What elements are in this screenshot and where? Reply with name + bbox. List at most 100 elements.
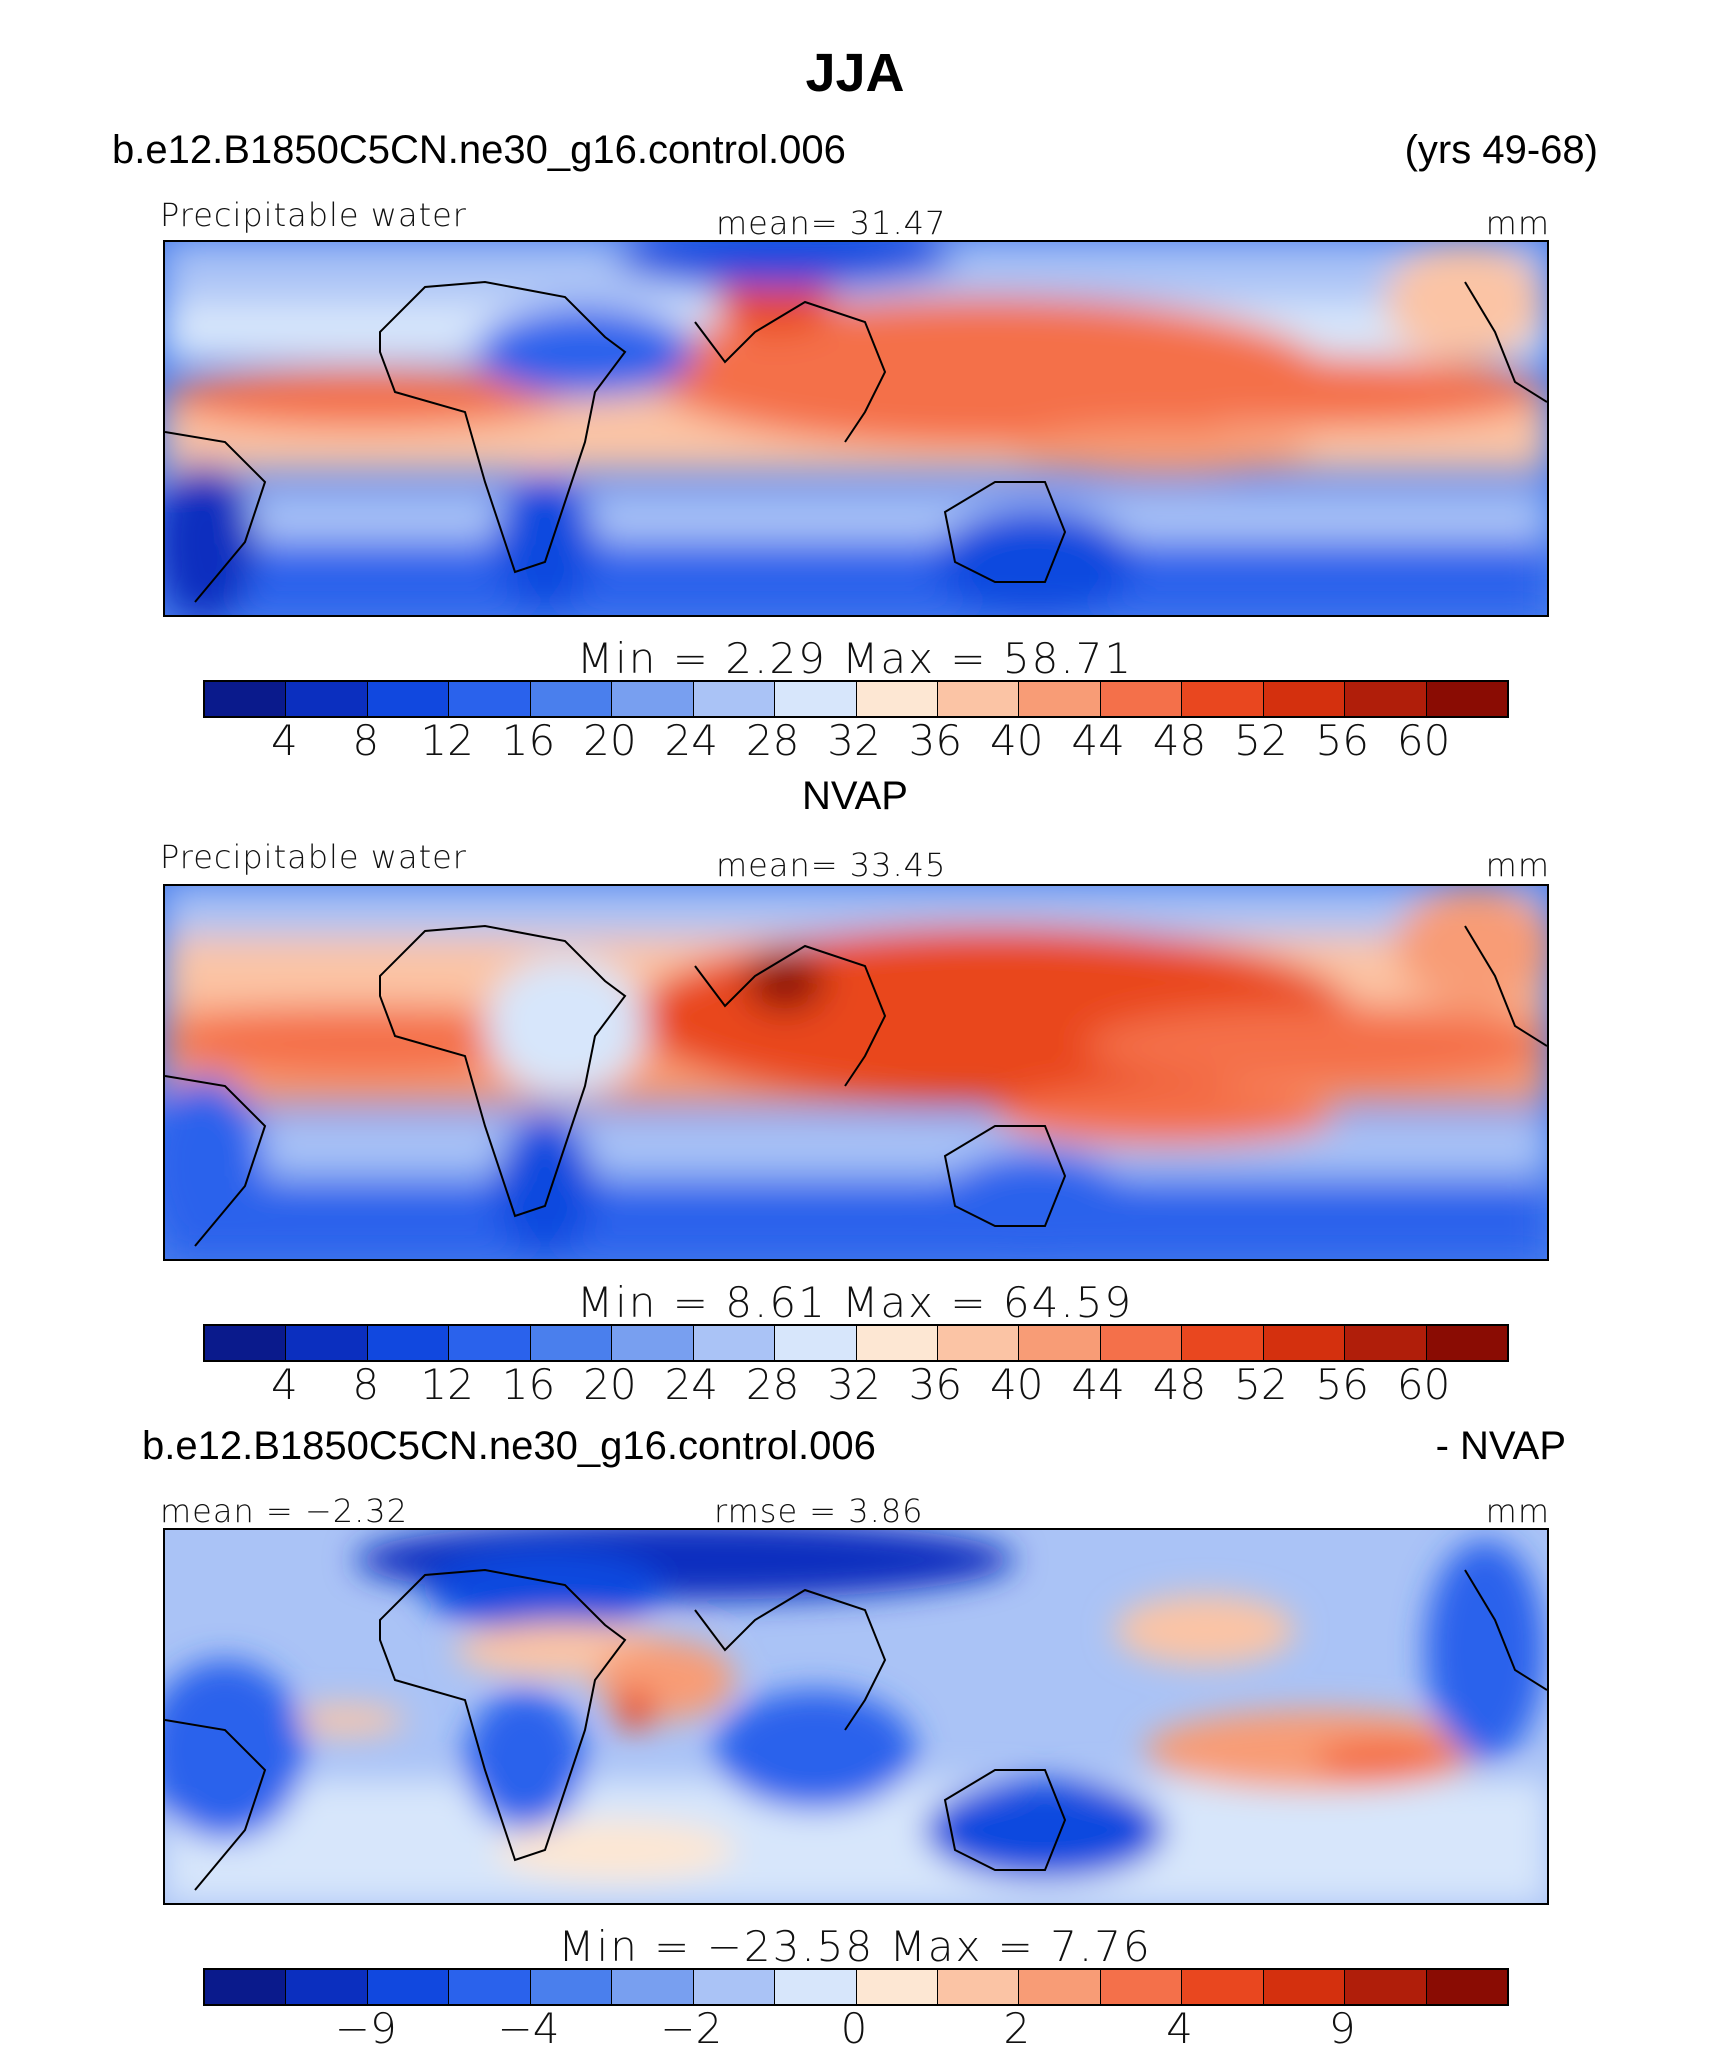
- colorbar-swatch: [693, 682, 776, 716]
- colorbar-swatch: [937, 682, 1020, 716]
- colorbar-swatch: [937, 1326, 1020, 1360]
- colorbar-swatch: [1182, 1970, 1264, 2004]
- colorbar-tick-label: 60: [1396, 1360, 1451, 1409]
- colorbar-swatch: [1100, 682, 1183, 716]
- colorbar-swatch: [1345, 682, 1427, 716]
- colorbar-tick-label: 12: [420, 716, 474, 765]
- colorbar-swatch: [1426, 682, 1507, 716]
- colorbar-tick-label: 40: [990, 1360, 1044, 1409]
- colorbar-tick-label: 36: [908, 716, 963, 765]
- colorbar-ticks: 4 8 12 16 20 24 28 32 36 40 44 48 52 56 60: [203, 716, 1505, 768]
- colorbar-swatch: [286, 682, 368, 716]
- colorbar-swatch: [1100, 1326, 1183, 1360]
- colorbar-ticks: −9 −4 −2 0 2 4 9: [203, 2004, 1505, 2056]
- colorbar-swatch: [612, 682, 694, 716]
- nvap-map: [163, 884, 1549, 1261]
- colorbar-tick-label: 28: [745, 1360, 800, 1409]
- difference-map: [163, 1528, 1549, 1905]
- colorbar-tick-label: 4: [1166, 2004, 1193, 2053]
- colorbar-swatch: [1019, 1326, 1101, 1360]
- colorbar-swatch: [205, 682, 287, 716]
- colorbar: [203, 1968, 1509, 2006]
- units-label: mm: [1485, 1492, 1550, 1530]
- colorbar-swatch: [205, 1326, 287, 1360]
- colorbar-swatch: [367, 1970, 450, 2004]
- colorbar-swatch: [1019, 682, 1101, 716]
- colorbar-tick-label: 48: [1152, 716, 1207, 765]
- colorbar-tick-label: 9: [1328, 2004, 1356, 2053]
- colorbar-tick-label: 44: [1071, 716, 1125, 765]
- colorbar-swatch: [286, 1970, 368, 2004]
- colorbar-tick-label: 4: [271, 1360, 298, 1409]
- colorbar-swatch: [367, 1326, 450, 1360]
- colorbar-swatch: [1426, 1970, 1507, 2004]
- colorbar-tick-label: 24: [664, 1360, 718, 1409]
- colorbar-swatch: [530, 1970, 613, 2004]
- colorbar-tick-label: 8: [352, 716, 380, 765]
- colorbar-swatch: [1263, 1970, 1346, 2004]
- colorbar-swatch: [612, 1326, 694, 1360]
- colorbar-swatch: [449, 1970, 531, 2004]
- variable-label: Precipitable water: [160, 838, 467, 876]
- units-label: mm: [1485, 204, 1550, 242]
- colorbar: [203, 680, 1509, 718]
- colorbar-tick-label: 56: [1315, 1360, 1369, 1409]
- colorbar-tick-label: 16: [501, 716, 556, 765]
- units-label: mm: [1485, 846, 1550, 884]
- colorbar-ticks: 4 8 12 16 20 24 28 32 36 40 44 48 52 56 60: [203, 1360, 1505, 1412]
- colorbar-swatch: [1345, 1970, 1427, 2004]
- colorbar-swatch: [205, 1970, 287, 2004]
- colorbar-swatch: [367, 682, 450, 716]
- colorbar-swatch: [693, 1970, 776, 2004]
- mean-label: mean = −2.32: [160, 1492, 408, 1530]
- mean-label: mean= 33.45: [716, 846, 947, 884]
- colorbar-tick-label: 44: [1071, 1360, 1125, 1409]
- colorbar-swatch: [530, 682, 613, 716]
- minmax-label: Min = 2.29 Max = 58.71: [576, 634, 1134, 683]
- colorbar-swatch: [286, 1326, 368, 1360]
- colorbar-tick-label: 0: [840, 2004, 868, 2053]
- mean-label: mean= 31.47: [716, 204, 947, 242]
- colorbar-tick-label: 20: [583, 1360, 637, 1409]
- colorbar-tick-label: 36: [908, 1360, 963, 1409]
- diff-suffix-label: - NVAP: [1435, 1424, 1566, 1468]
- colorbar-tick-label: 32: [827, 1360, 881, 1409]
- minmax-label: Min = −23.58 Max = 7.76: [558, 1922, 1152, 1971]
- colorbar-swatch: [775, 1970, 857, 2004]
- colorbar-tick-label: −4: [497, 2004, 560, 2053]
- colorbar-tick-label: 52: [1234, 1360, 1288, 1409]
- figure-title: JJA: [805, 43, 905, 103]
- colorbar-swatch: [612, 1970, 694, 2004]
- colorbar-swatch: [775, 1326, 857, 1360]
- colorbar-tick-label: 12: [420, 1360, 474, 1409]
- colorbar-tick-label: −2: [660, 2004, 723, 2053]
- colorbar-tick-label: 8: [352, 1360, 380, 1409]
- colorbar-swatch: [856, 1326, 938, 1360]
- model-map: [163, 240, 1549, 617]
- colorbar-swatch: [1182, 1326, 1264, 1360]
- colorbar-tick-label: −9: [334, 2004, 397, 2053]
- colorbar-swatch: [1100, 1970, 1183, 2004]
- colorbar-swatch: [775, 682, 857, 716]
- minmax-label: Min = 8.61 Max = 64.59: [576, 1278, 1134, 1327]
- variable-label: Precipitable water: [160, 196, 467, 234]
- colorbar-swatch: [530, 1326, 613, 1360]
- colorbar-tick-label: 20: [583, 716, 637, 765]
- colorbar: [203, 1324, 1509, 1362]
- colorbar-swatch: [1182, 682, 1264, 716]
- colorbar-tick-label: 52: [1234, 716, 1288, 765]
- colorbar-swatch: [693, 1326, 776, 1360]
- colorbar-tick-label: 2: [1003, 2004, 1031, 2053]
- colorbar-tick-label: 28: [745, 716, 800, 765]
- colorbar-tick-label: 60: [1396, 716, 1451, 765]
- years-label: (yrs 49-68): [1404, 128, 1598, 172]
- colorbar-tick-label: 4: [271, 716, 298, 765]
- colorbar-swatch: [1263, 1326, 1346, 1360]
- colorbar-swatch: [1345, 1326, 1427, 1360]
- colorbar-swatch: [1019, 1970, 1101, 2004]
- colorbar-tick-label: 56: [1315, 716, 1369, 765]
- colorbar-tick-label: 24: [664, 716, 718, 765]
- colorbar-swatch: [937, 1970, 1020, 2004]
- colorbar-swatch: [856, 682, 938, 716]
- colorbar-tick-label: 16: [501, 1360, 556, 1409]
